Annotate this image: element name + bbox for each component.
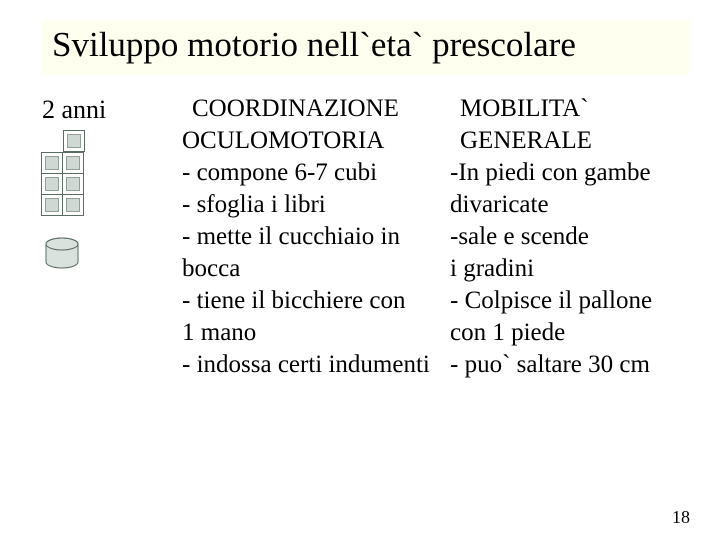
col1-heading-1: COORDINAZIONE xyxy=(182,93,442,125)
cube-icon xyxy=(41,152,63,174)
cubes-icon xyxy=(42,131,86,216)
column-coordination: COORDINAZIONE OCULOMOTORIA - compone 6-7… xyxy=(182,93,446,381)
col2-item: con 1 piede xyxy=(450,317,686,349)
cube-icon xyxy=(62,152,84,174)
content-row: 2 anni xyxy=(42,93,690,381)
cube-row xyxy=(42,174,86,195)
cube-icon xyxy=(41,173,63,195)
col1-item: 1 mano xyxy=(182,317,442,349)
col1-item: - mette il cucchiaio in xyxy=(182,221,442,253)
col2-item: -In piedi con gambe xyxy=(450,157,686,189)
cylinder-icon xyxy=(42,236,82,277)
cube-icon xyxy=(63,130,85,152)
title-band: Sviluppo motorio nell`eta` prescolare xyxy=(42,20,690,75)
slide: Sviluppo motorio nell`eta` prescolare 2 … xyxy=(0,0,720,540)
cube-row xyxy=(42,195,86,216)
cube-spacer xyxy=(42,131,64,153)
col1-item: - tiene il bicchiere con xyxy=(182,285,442,317)
col2-item: - Colpisce il pallone xyxy=(450,285,686,317)
cube-row xyxy=(42,153,86,174)
age-column: 2 anni xyxy=(42,93,182,381)
age-label: 2 anni xyxy=(42,95,182,125)
col2-item: divaricate xyxy=(450,189,686,221)
slide-title: Sviluppo motorio nell`eta` prescolare xyxy=(52,26,680,65)
col1-item: - compone 6-7 cubi xyxy=(182,157,442,189)
column-mobility: MOBILITA` GENERALE -In piedi con gambe d… xyxy=(446,93,686,381)
page-number: 18 xyxy=(672,507,690,528)
cube-icon xyxy=(41,194,63,216)
col1-item: bocca xyxy=(182,253,442,285)
cube-row xyxy=(42,131,86,153)
col2-heading-1: MOBILITA` xyxy=(450,93,686,125)
col2-item: -sale e scende xyxy=(450,221,686,253)
cube-icon xyxy=(62,173,84,195)
col1-item: - sfoglia i libri xyxy=(182,189,442,221)
col2-item: i gradini xyxy=(450,253,686,285)
cube-icon xyxy=(62,194,84,216)
cylinder-svg xyxy=(42,236,82,272)
col2-item: - puo` saltare 30 cm xyxy=(450,349,686,381)
col1-heading-2: OCULOMOTORIA xyxy=(182,125,442,157)
col1-item: - indossa certi indumenti xyxy=(182,349,442,381)
col2-heading-2: GENERALE xyxy=(450,125,686,157)
